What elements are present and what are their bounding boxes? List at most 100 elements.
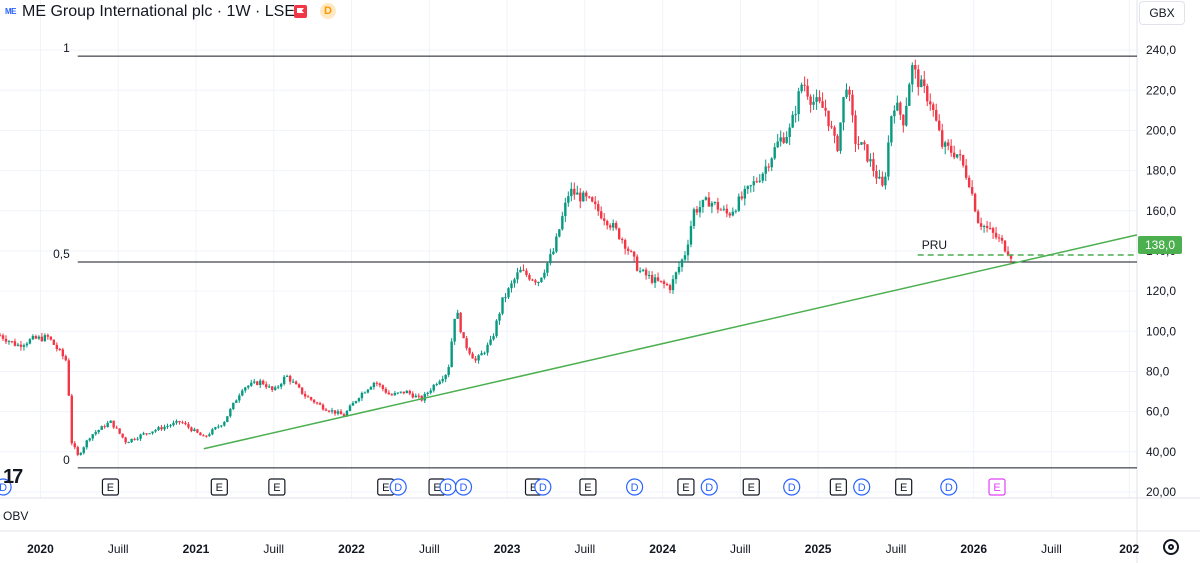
dividend-letter: D (631, 482, 639, 494)
candle-body (312, 399, 316, 403)
candle-body (749, 185, 752, 187)
candle-body (827, 110, 830, 127)
candle-body (282, 376, 286, 384)
candle-body (148, 433, 151, 435)
candle-body (85, 440, 88, 448)
candle-body (755, 181, 758, 183)
candle-body (82, 447, 85, 453)
candle-body (154, 429, 157, 432)
candle-body (770, 158, 773, 168)
candle-body (166, 426, 169, 428)
candle-body (815, 97, 818, 102)
candle-body (848, 89, 851, 95)
candle-body (444, 374, 447, 380)
candle-body (330, 410, 334, 412)
candle-body (315, 402, 319, 404)
candle-body (761, 173, 764, 181)
dividend-marker[interactable]: D (853, 478, 871, 496)
candle-body (911, 65, 914, 85)
earnings-marker[interactable]: E (988, 478, 1006, 496)
candle-body (967, 177, 971, 188)
candle-body (938, 120, 941, 131)
candle-body (620, 238, 624, 240)
chart-title[interactable]: ME Group International plc · 1W · LSE (22, 3, 295, 20)
candle-body (734, 210, 738, 212)
candle-body (208, 434, 211, 437)
candle-body (357, 398, 361, 402)
candle-body (632, 251, 636, 257)
dividend-circle (534, 478, 552, 496)
company-logo: ME (5, 7, 17, 16)
candle-body (878, 176, 881, 179)
candle-body (238, 395, 241, 401)
candle-body (582, 192, 585, 202)
candle-body (459, 312, 462, 333)
candle-body (842, 97, 845, 123)
candle-body (10, 341, 14, 343)
candle-body (695, 209, 699, 213)
earnings-box (895, 478, 913, 496)
candle-body (839, 122, 842, 151)
candle-body (722, 208, 726, 210)
settings-gear-icon[interactable] (1163, 539, 1179, 555)
x-tick-label: 2020 (27, 542, 54, 556)
dividend-marker[interactable]: D (940, 478, 958, 496)
candle-body (118, 428, 121, 434)
candle-body (468, 348, 471, 354)
candle-body (486, 344, 489, 353)
candle-body (869, 159, 872, 162)
candle-body (52, 339, 56, 345)
candle-body (175, 420, 178, 423)
earnings-box (101, 478, 120, 496)
y-tick-label: 180,0 (1146, 164, 1176, 178)
candle-body (345, 410, 349, 417)
earnings-marker[interactable]: E (268, 478, 286, 496)
candle-body (525, 270, 528, 276)
candle-body (1009, 255, 1013, 259)
dividend-circle (626, 478, 644, 496)
candle-body (303, 393, 307, 397)
candle-body (465, 338, 468, 349)
candle-body (623, 239, 627, 249)
flag-icon[interactable] (294, 5, 307, 18)
earnings-marker[interactable]: E (742, 478, 760, 496)
dividend-marker[interactable]: D (783, 478, 801, 496)
candle-body (220, 425, 223, 427)
candle-body (740, 196, 744, 199)
candle-body (106, 422, 109, 428)
dividend-marker[interactable]: D (0, 478, 12, 496)
candle-body (507, 288, 510, 298)
earnings-box (677, 478, 695, 496)
candle-body (531, 279, 534, 281)
earnings-marker[interactable]: E (579, 478, 597, 496)
earnings-marker[interactable]: E (895, 478, 913, 496)
candle-body (265, 384, 268, 388)
earnings-box (579, 478, 597, 496)
candle-body (73, 443, 76, 448)
candle-body (872, 159, 875, 171)
candle-body (190, 427, 193, 432)
dividend-marker[interactable]: D (454, 478, 473, 496)
dividend-marker[interactable]: D (626, 478, 644, 496)
earnings-marker[interactable]: E (101, 478, 120, 496)
earnings-marker[interactable]: E (829, 478, 847, 496)
dividend-marker[interactable]: D (389, 478, 407, 496)
candle-body (142, 433, 145, 435)
candle-body (58, 349, 62, 351)
currency-selector[interactable]: GBX (1139, 1, 1185, 25)
earnings-marker[interactable]: E (677, 478, 695, 496)
dividend-marker[interactable]: D (439, 478, 457, 496)
candle-body (791, 114, 794, 128)
dividend-marker[interactable]: D (534, 478, 552, 496)
earnings-marker[interactable]: E (210, 478, 228, 496)
candle-body (890, 116, 893, 143)
candle-body (546, 263, 549, 273)
dividend-marker[interactable]: D (700, 478, 718, 496)
tradingview-logo[interactable]: 17 (3, 466, 23, 488)
dividend-badge[interactable]: D (320, 3, 336, 19)
candle-body (704, 197, 708, 200)
candle-body (776, 141, 779, 148)
obv-indicator-label[interactable]: OBV (3, 509, 29, 523)
candle-body (369, 387, 373, 390)
